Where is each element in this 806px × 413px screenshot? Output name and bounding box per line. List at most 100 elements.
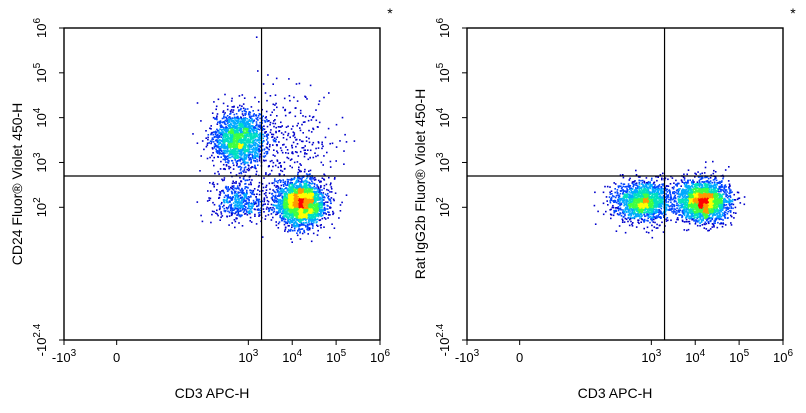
event-dot [201,220,204,223]
event-dot [329,200,332,202]
event-dot [323,187,325,190]
event-dot [272,165,274,168]
event-dot [302,181,305,184]
event-dot [293,222,295,224]
event-dot [228,215,231,217]
event-dot [307,192,310,194]
event-dot [214,133,217,136]
event-dot [305,222,307,224]
event-dot [341,116,344,119]
event-dot [310,217,312,219]
event-dot [244,124,247,126]
event-dot [312,186,314,189]
event-dot [247,146,249,148]
event-dot [306,205,308,208]
event-dot [232,145,235,147]
event-dot [320,215,322,217]
event-dot [314,215,317,218]
event-dot [241,149,244,151]
event-dot [308,215,311,218]
event-dot [281,125,283,127]
event-dot [294,190,296,192]
event-dot [250,146,252,148]
event-dot [240,137,242,139]
event-dot [297,194,300,196]
event-dot [297,201,299,203]
event-dot [312,194,314,196]
event-dot [228,119,230,122]
event-dot [218,149,221,152]
event-dot [295,145,297,148]
event-dot [284,182,286,184]
event-dot [238,133,241,136]
event-dot [230,123,232,126]
event-dot [298,195,301,198]
event-dot [267,203,269,205]
event-dot [293,214,295,217]
event-dot [241,124,243,127]
event-dot [218,130,220,132]
event-dot [245,203,248,205]
event-dot [219,219,221,221]
event-dot [262,203,265,206]
event-dot [306,210,308,213]
event-dot [296,188,298,191]
event-dot [276,200,279,203]
event-dot [282,183,285,186]
event-dot [206,144,209,146]
event-dot [222,189,224,192]
event-dot [296,207,299,210]
event-dot [253,193,256,196]
event-dot [223,121,226,123]
event-dot [266,206,268,209]
event-dot [210,128,212,130]
event-dot [284,131,287,133]
event-dot [257,109,260,112]
event-dot [275,211,278,213]
event-dot [233,148,236,150]
event-dot [251,207,253,210]
event-dot [215,150,218,152]
event-dot [293,185,295,188]
event-dot [298,180,300,183]
event-dot [303,170,306,173]
event-dot [241,105,243,107]
event-dot [296,193,299,196]
event-dot [242,161,244,164]
event-dot [231,136,234,138]
event-dot [344,133,346,136]
event-dot [236,130,239,133]
event-dot [320,213,322,216]
event-dot [294,183,296,186]
event-dot [251,191,254,194]
event-dot [314,152,316,154]
event-dot [305,192,308,195]
event-dot [269,121,272,124]
event-dot [242,143,244,146]
event-dot [233,117,235,120]
event-dot [294,193,296,195]
event-dot [227,196,230,198]
event-dot [238,182,241,185]
event-dot [302,180,305,183]
event-dot [311,213,313,215]
event-dot [292,185,294,188]
event-dot [274,122,277,125]
event-dot [291,183,293,186]
event-dot [234,187,236,190]
event-dot [303,216,305,219]
event-dot [313,182,316,185]
event-dot [268,120,270,122]
event-dot [300,198,303,201]
event-dot [239,205,242,208]
event-dot [241,225,244,227]
event-dot [237,204,240,207]
event-dot [236,156,239,158]
event-dot [257,212,260,214]
event-dot [211,154,213,157]
event-dot [238,222,240,224]
event-dot [280,212,283,215]
event-dot [248,205,250,208]
event-dot [304,215,306,217]
event-dot [286,193,289,195]
